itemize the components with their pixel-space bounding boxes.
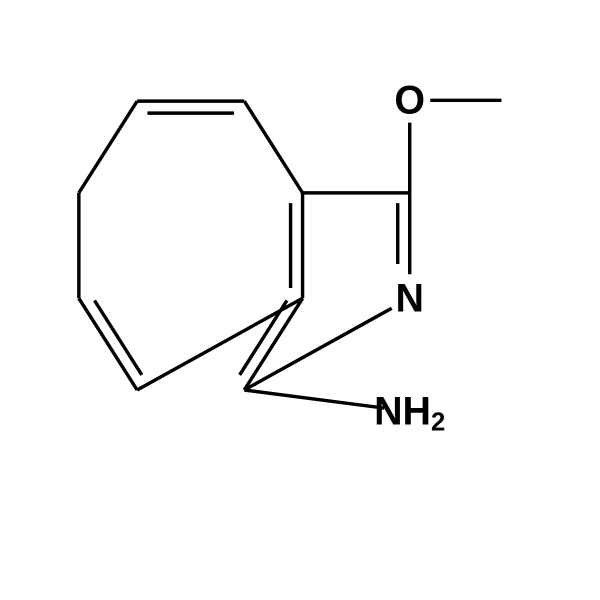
atom-label-nh2: NH2	[374, 389, 445, 436]
bond	[95, 301, 142, 375]
bond	[79, 298, 137, 390]
bond	[244, 390, 384, 408]
atom-label-n: N	[395, 276, 423, 320]
bond	[79, 101, 137, 193]
bond	[244, 101, 302, 193]
atom-label-o: O	[394, 78, 425, 122]
bond	[244, 308, 391, 390]
bond	[244, 298, 302, 390]
bond	[240, 301, 287, 375]
chemical-structure-diagram: N O NH2	[0, 0, 600, 600]
